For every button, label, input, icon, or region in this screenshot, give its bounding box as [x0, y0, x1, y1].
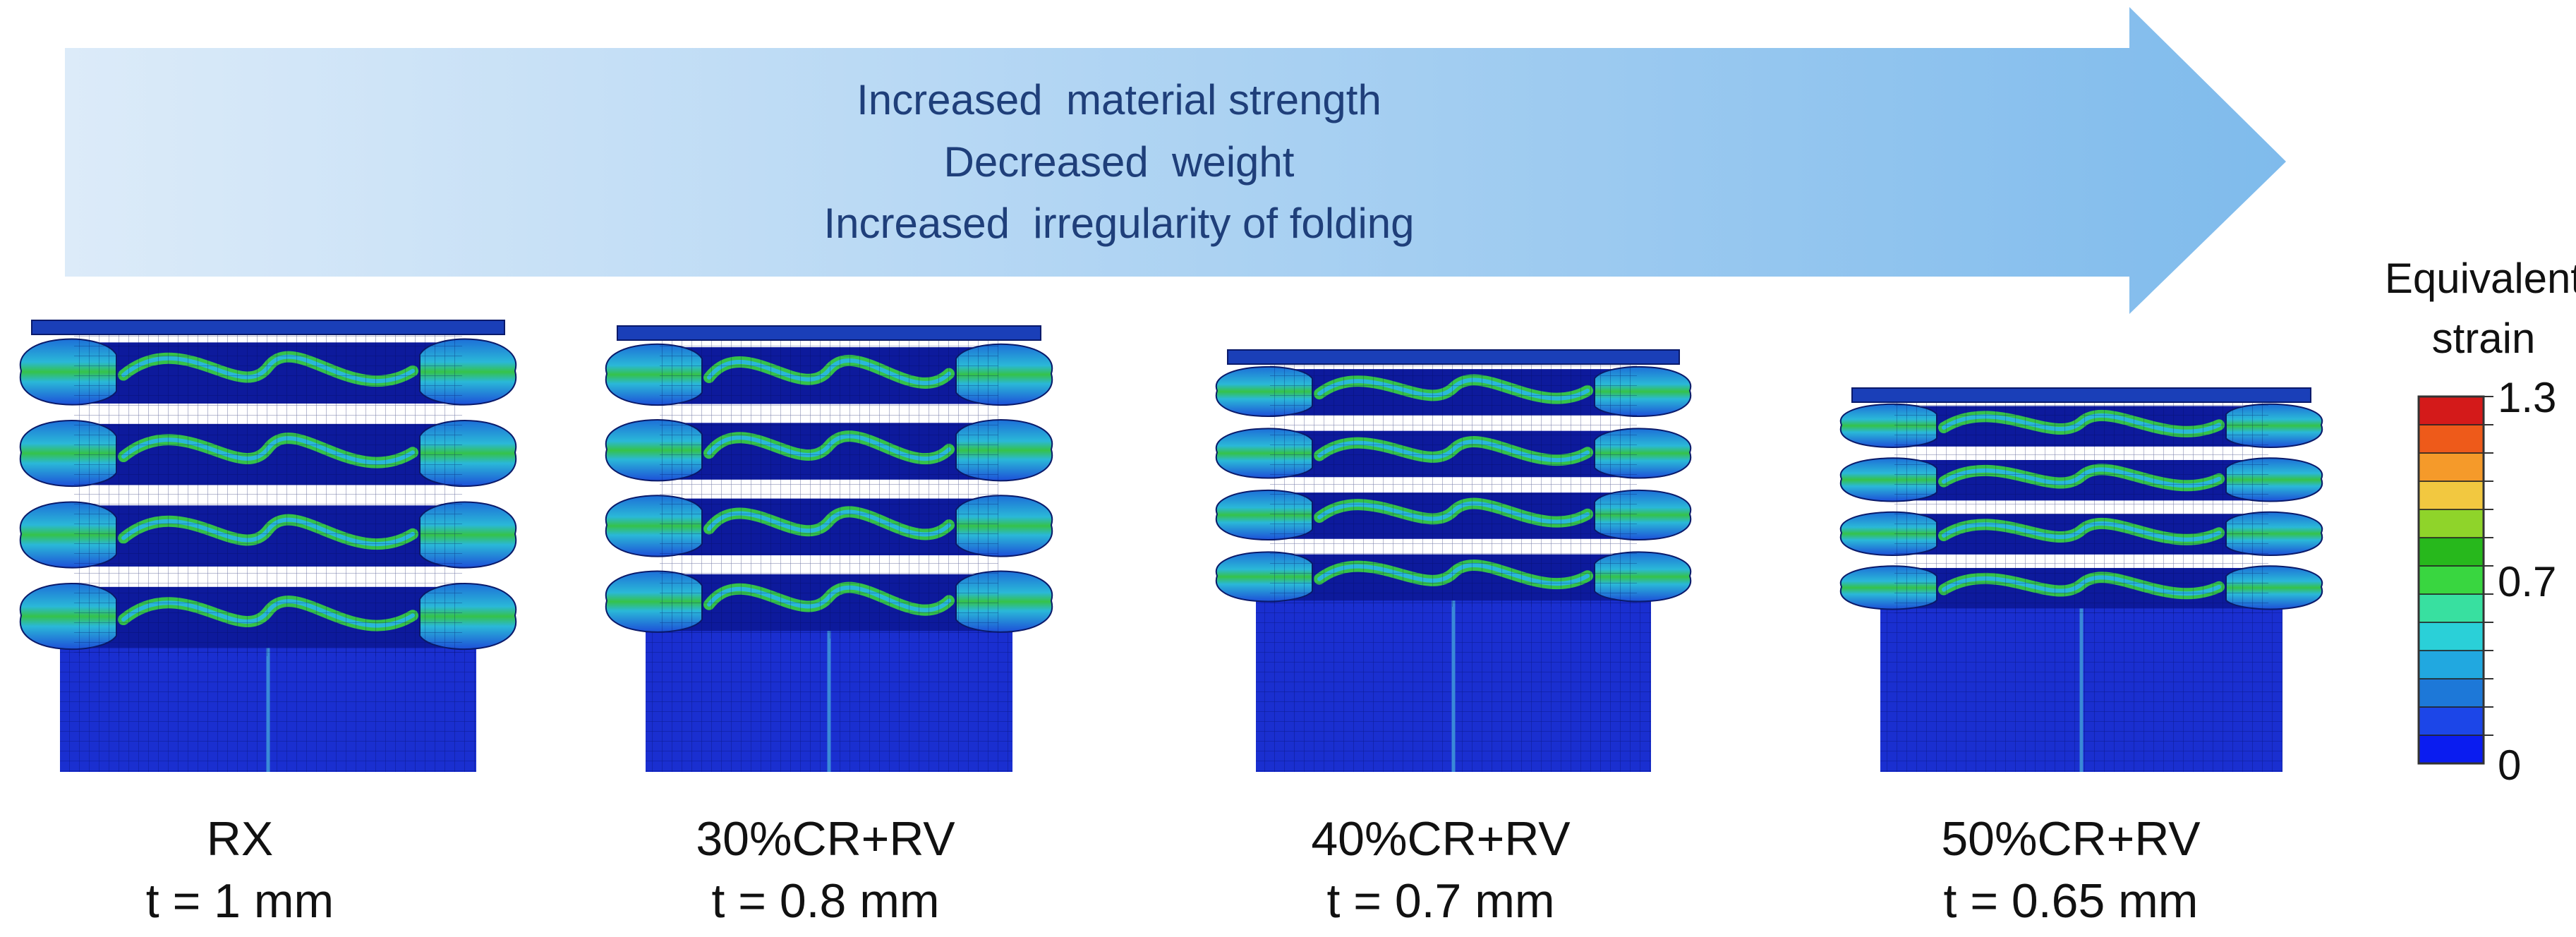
colorbar-cell	[2418, 622, 2484, 651]
arrow-line-strength: Increased material strength	[857, 76, 1381, 123]
colorbar-cell	[2418, 509, 2484, 538]
arrow-line-weight: Decreased weight	[944, 138, 1295, 186]
tube-top-cap	[31, 320, 505, 335]
colorbar-cell	[2418, 480, 2484, 510]
colorbar-cell	[2418, 452, 2484, 482]
simulation-panels	[19, 320, 2323, 772]
fold-mesh	[74, 330, 462, 656]
caption-thickness-cr50: t = 0.65 mm	[1944, 874, 2199, 928]
colorbar-cell	[2418, 735, 2484, 764]
tube-top-cap	[1227, 349, 1680, 365]
tube-top-cap	[1851, 387, 2311, 403]
colorbar-title-line2: strain	[2432, 315, 2536, 362]
caption-thickness-cr40: t = 0.7 mm	[1326, 874, 1554, 928]
colorbar-max-label: 1.3	[2498, 374, 2556, 421]
panel-cr30	[605, 325, 1053, 772]
captions: RX t = 1 mm 30%CR+RV t = 0.8 mm 40%CR+RV…	[146, 812, 2201, 928]
arrow-line-folding: Increased irregularity of folding	[823, 200, 1414, 247]
colorbar-mid-label: 0.7	[2498, 558, 2556, 605]
colorbar-title-line1: Equivalent	[2385, 255, 2576, 302]
colorbar-cell	[2418, 678, 2484, 708]
colorbar-cell	[2418, 706, 2484, 736]
fold-mesh	[660, 336, 998, 639]
arrow-shape	[65, 7, 2286, 314]
colorbar-cell	[2418, 396, 2484, 425]
colorbar-cell	[2418, 650, 2484, 679]
fold-mesh	[1894, 398, 2268, 614]
colorbar-cells	[2418, 396, 2493, 764]
fold-mesh	[1270, 360, 1637, 607]
caption-thickness-rx: t = 1 mm	[146, 874, 334, 928]
caption-label-cr50: 50%CR+RV	[1941, 812, 2201, 866]
colorbar-cell	[2418, 565, 2484, 595]
caption-label-cr40: 40%CR+RV	[1311, 812, 1571, 866]
colorbar-frame	[2417, 395, 2485, 765]
caption-label-rx: RX	[207, 812, 273, 866]
tube-top-cap	[617, 325, 1041, 341]
progression-arrow: Increased material strength Decreased we…	[65, 7, 2286, 314]
caption-thickness-cr30: t = 0.8 mm	[711, 874, 939, 928]
panel-cr40	[1215, 349, 1692, 772]
caption-label-cr30: 30%CR+RV	[696, 812, 955, 866]
colorbar-min-label: 0	[2498, 742, 2521, 789]
strain-colorbar: Equivalent strain 1.3 0.7 0	[2385, 255, 2576, 789]
colorbar-cell	[2418, 593, 2484, 623]
panel-cr50	[1839, 387, 2323, 772]
colorbar-cell	[2418, 424, 2484, 454]
panel-rx	[19, 320, 517, 772]
colorbar-cell	[2418, 537, 2484, 567]
